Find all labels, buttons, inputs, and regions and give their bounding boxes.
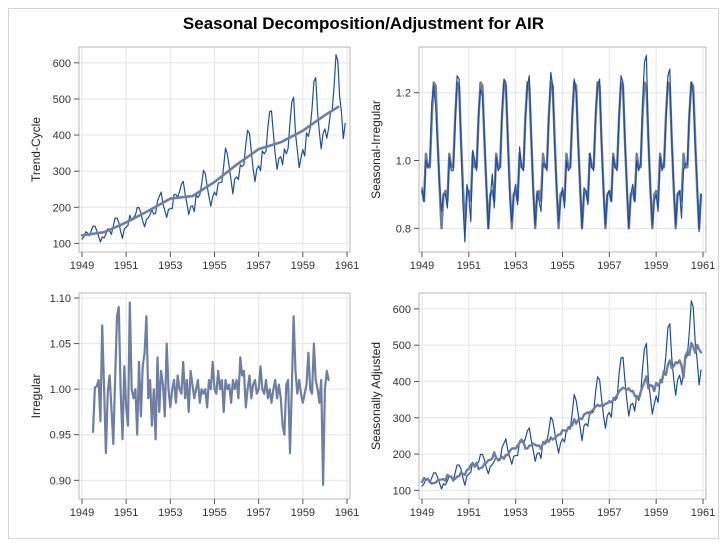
- y-tick-label: 0.90: [50, 475, 71, 487]
- y-tick-label: 100: [393, 485, 411, 497]
- x-tick-label: 1955: [202, 260, 226, 272]
- panel-seasonally-adjusted: 1949 1951 1953 1955 1957 1959 1961 100 200 300 400…: [369, 292, 715, 519]
- x-tick-label: 1957: [597, 260, 621, 272]
- original-series-line: [81, 54, 346, 243]
- x-tick-label: 1951: [457, 507, 481, 519]
- trend-cycle-line: [80, 105, 340, 237]
- y-tick-label: 200: [393, 449, 411, 461]
- seasonal-irregular-line: [421, 54, 702, 243]
- y-tick-label: 200: [53, 202, 71, 214]
- irregular-line: [91, 301, 330, 486]
- y-tick-label: 600: [393, 304, 411, 316]
- y-tick-label: 500: [53, 94, 71, 106]
- y-tick-label: 600: [53, 58, 71, 70]
- x-tick-label: 1955: [550, 507, 574, 519]
- y-tick-label: 300: [393, 413, 411, 425]
- x-tick-label: 1953: [503, 507, 527, 519]
- y-axis-label: Irregular: [29, 374, 43, 419]
- original-series-line: [421, 300, 702, 490]
- seasonally-adjusted-line: [420, 341, 703, 485]
- x-tick-label: 1957: [597, 507, 621, 519]
- y-tick-label: 1.10: [50, 293, 71, 305]
- x-tick-label: 1961: [691, 507, 715, 519]
- panel-seasonal-irregular: 1949 1951 1953 1955 1957 1959 1961 0.8 1.0 1.2 Sea…: [369, 46, 715, 272]
- y-axis-label: Seasonally Adjusted: [369, 342, 383, 450]
- x-tick-label: 1953: [158, 507, 182, 519]
- x-tick-label: 1961: [335, 507, 359, 519]
- x-tick-label: 1957: [246, 507, 270, 519]
- y-axis-label: Trend-Cycle: [29, 117, 43, 182]
- y-tick-label: 0.8: [396, 223, 411, 235]
- y-tick-label: 300: [53, 166, 71, 178]
- x-tick-label: 1961: [335, 260, 359, 272]
- x-tick-label: 1955: [202, 507, 226, 519]
- y-tick-label: 400: [53, 130, 71, 142]
- x-tick-label: 1949: [410, 260, 434, 272]
- panel-trend-cycle: 1949 1951 1953 1955 1957 1959 1961 100 200 300 400…: [29, 46, 359, 272]
- x-tick-label: 1951: [114, 507, 138, 519]
- x-tick-label: 1959: [291, 507, 315, 519]
- x-tick-label: 1953: [503, 260, 527, 272]
- panel-irregular: 1949 1951 1953 1955 1957 1959 1961 0.90 0.95 1.00…: [29, 292, 359, 519]
- y-tick-label: 1.05: [50, 339, 71, 351]
- x-tick-label: 1951: [114, 260, 138, 272]
- x-tick-label: 1957: [246, 260, 270, 272]
- y-axis-label: Seasonal-Irregular: [369, 100, 383, 199]
- y-tick-label: 1.2: [396, 88, 411, 100]
- y-tick-label: 0.95: [50, 430, 71, 442]
- y-tick-label: 100: [53, 238, 71, 250]
- y-tick-label: 1.0: [396, 156, 411, 168]
- x-tick-label: 1959: [644, 260, 668, 272]
- seasonal-factor-line: [420, 81, 703, 230]
- y-tick-label: 400: [393, 376, 411, 388]
- y-tick-label: 1.00: [50, 384, 71, 396]
- x-tick-label: 1959: [644, 507, 668, 519]
- figure-title: Seasonal Decomposition/Adjustment for AI…: [182, 14, 545, 33]
- x-tick-label: 1961: [691, 260, 715, 272]
- x-tick-label: 1951: [457, 260, 481, 272]
- x-tick-label: 1955: [550, 260, 574, 272]
- x-tick-label: 1949: [70, 507, 94, 519]
- x-tick-label: 1953: [158, 260, 182, 272]
- x-tick-label: 1959: [291, 260, 315, 272]
- x-tick-label: 1949: [410, 507, 434, 519]
- x-tick-label: 1949: [70, 260, 94, 272]
- y-tick-label: 500: [393, 340, 411, 352]
